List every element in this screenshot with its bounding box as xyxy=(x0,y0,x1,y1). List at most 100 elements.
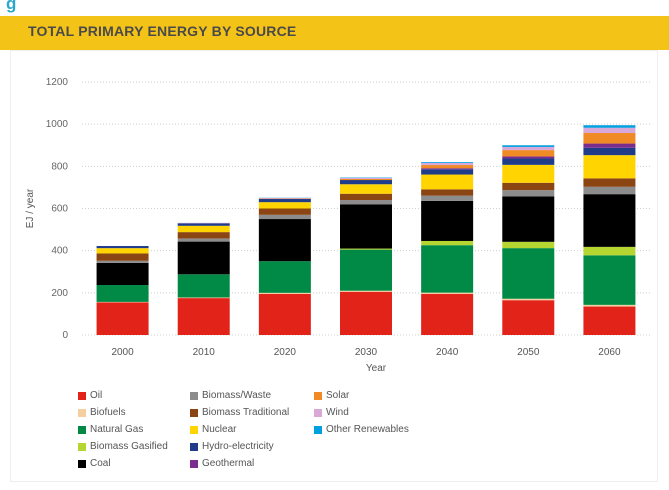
bar-segment xyxy=(177,298,230,335)
y-tick-label: 0 xyxy=(62,330,68,341)
bar-segment xyxy=(502,196,555,242)
bar-segment xyxy=(177,274,230,298)
bar-segment xyxy=(258,202,311,209)
bar-segment xyxy=(583,143,636,148)
bar-segment xyxy=(502,300,555,335)
bar-segment xyxy=(421,169,474,175)
legend-item: Coal xyxy=(78,458,111,469)
legend-item: Biomass/Waste xyxy=(190,390,271,401)
bar-segment xyxy=(421,168,474,170)
legend-item: Wind xyxy=(314,407,349,418)
legend-label: Hydro-electricity xyxy=(202,441,274,452)
bar-segment xyxy=(421,245,474,293)
legend-label: Other Renewables xyxy=(326,424,409,435)
bar-segment xyxy=(340,200,392,205)
page-heading: g xyxy=(6,0,17,13)
legend-label: Oil xyxy=(90,390,103,401)
legend-label: Natural Gas xyxy=(90,424,144,435)
bar-segment xyxy=(258,261,311,293)
bar-segment xyxy=(583,304,636,307)
bar-segment xyxy=(583,155,636,179)
bar-segment xyxy=(340,177,392,179)
bar-segment xyxy=(96,248,149,254)
x-tick-label: 2050 xyxy=(517,347,540,358)
legend-item: Biomass Gasified xyxy=(78,441,168,452)
bar-segment xyxy=(258,219,311,262)
bar-segment xyxy=(421,189,474,196)
bar-segment xyxy=(421,165,474,169)
x-tick-label: 2060 xyxy=(598,347,621,358)
legend-label: Nuclear xyxy=(202,424,237,435)
legend-item: Natural Gas xyxy=(78,424,143,435)
bar-segment xyxy=(96,246,149,249)
bar-segment xyxy=(421,162,474,163)
y-tick-label: 200 xyxy=(51,288,68,299)
bar-segment xyxy=(96,302,149,335)
bar-segment xyxy=(340,204,392,249)
legend-label: Solar xyxy=(326,390,350,401)
bar-segment xyxy=(583,125,636,128)
bar-segment xyxy=(96,285,149,302)
bar-segment xyxy=(583,133,636,144)
header-band xyxy=(0,16,669,50)
legend-label: Biomass Traditional xyxy=(202,407,290,418)
bar-segment xyxy=(421,162,474,166)
bar-segment xyxy=(96,260,149,263)
bar-segment xyxy=(340,291,392,335)
bar-segment xyxy=(583,186,636,195)
bar-segment xyxy=(340,180,392,185)
bar-segment xyxy=(502,298,555,301)
x-tick-label: 2010 xyxy=(193,347,216,358)
y-tick-label: 1000 xyxy=(46,119,69,130)
x-tick-label: 2030 xyxy=(355,347,378,358)
bar-segment xyxy=(502,150,555,157)
bar-segment xyxy=(583,127,636,134)
bar-segment xyxy=(340,249,392,291)
legend-swatch xyxy=(78,442,86,451)
bar-segment xyxy=(502,145,555,147)
legend-label: Biofuels xyxy=(90,407,126,418)
bar-segment xyxy=(177,232,230,239)
bar-segment xyxy=(340,290,392,292)
bar-segment xyxy=(340,193,392,201)
legend-label: Biomass/Waste xyxy=(202,390,272,401)
bar-segment xyxy=(583,147,636,156)
x-tick-label: 2000 xyxy=(111,347,134,358)
bar-segment xyxy=(177,297,230,299)
bar-segment xyxy=(421,240,474,246)
bar-segment xyxy=(96,262,149,286)
bar-segment xyxy=(502,158,555,165)
legend-swatch xyxy=(78,408,86,417)
bar-segment xyxy=(502,190,555,197)
legend-item: Oil xyxy=(78,390,102,401)
legend-swatch xyxy=(78,391,86,400)
chart-section-title: TOTAL PRIMARY ENERGY BY SOURCE xyxy=(28,23,297,39)
legend-swatch xyxy=(190,425,198,434)
bar-segment xyxy=(340,184,392,194)
bar-segment xyxy=(421,293,474,335)
legend-swatch xyxy=(190,391,198,400)
bar-segment xyxy=(258,199,311,203)
bar-segment xyxy=(421,292,474,294)
bar-segment xyxy=(340,248,392,250)
legend-swatch xyxy=(190,442,198,451)
bar-segment xyxy=(421,174,474,190)
bar-segment xyxy=(583,246,636,256)
legend-item: Hydro-electricity xyxy=(190,441,274,452)
legend-item: Biofuels xyxy=(78,407,126,418)
y-axis-label: EJ / year xyxy=(25,188,36,228)
bar-segment xyxy=(177,241,230,275)
legend-item: Biomass Traditional xyxy=(190,407,289,418)
legend-item: Nuclear xyxy=(190,424,236,435)
x-tick-label: 2040 xyxy=(436,347,459,358)
legend-label: Wind xyxy=(326,407,349,418)
legend-item: Solar xyxy=(314,390,349,401)
legend-swatch xyxy=(190,408,198,417)
bar-segment xyxy=(583,194,636,247)
x-axis-label: Year xyxy=(366,363,387,374)
bar-segment xyxy=(258,292,311,294)
legend-swatch xyxy=(314,391,322,400)
bar-segment xyxy=(502,241,555,249)
